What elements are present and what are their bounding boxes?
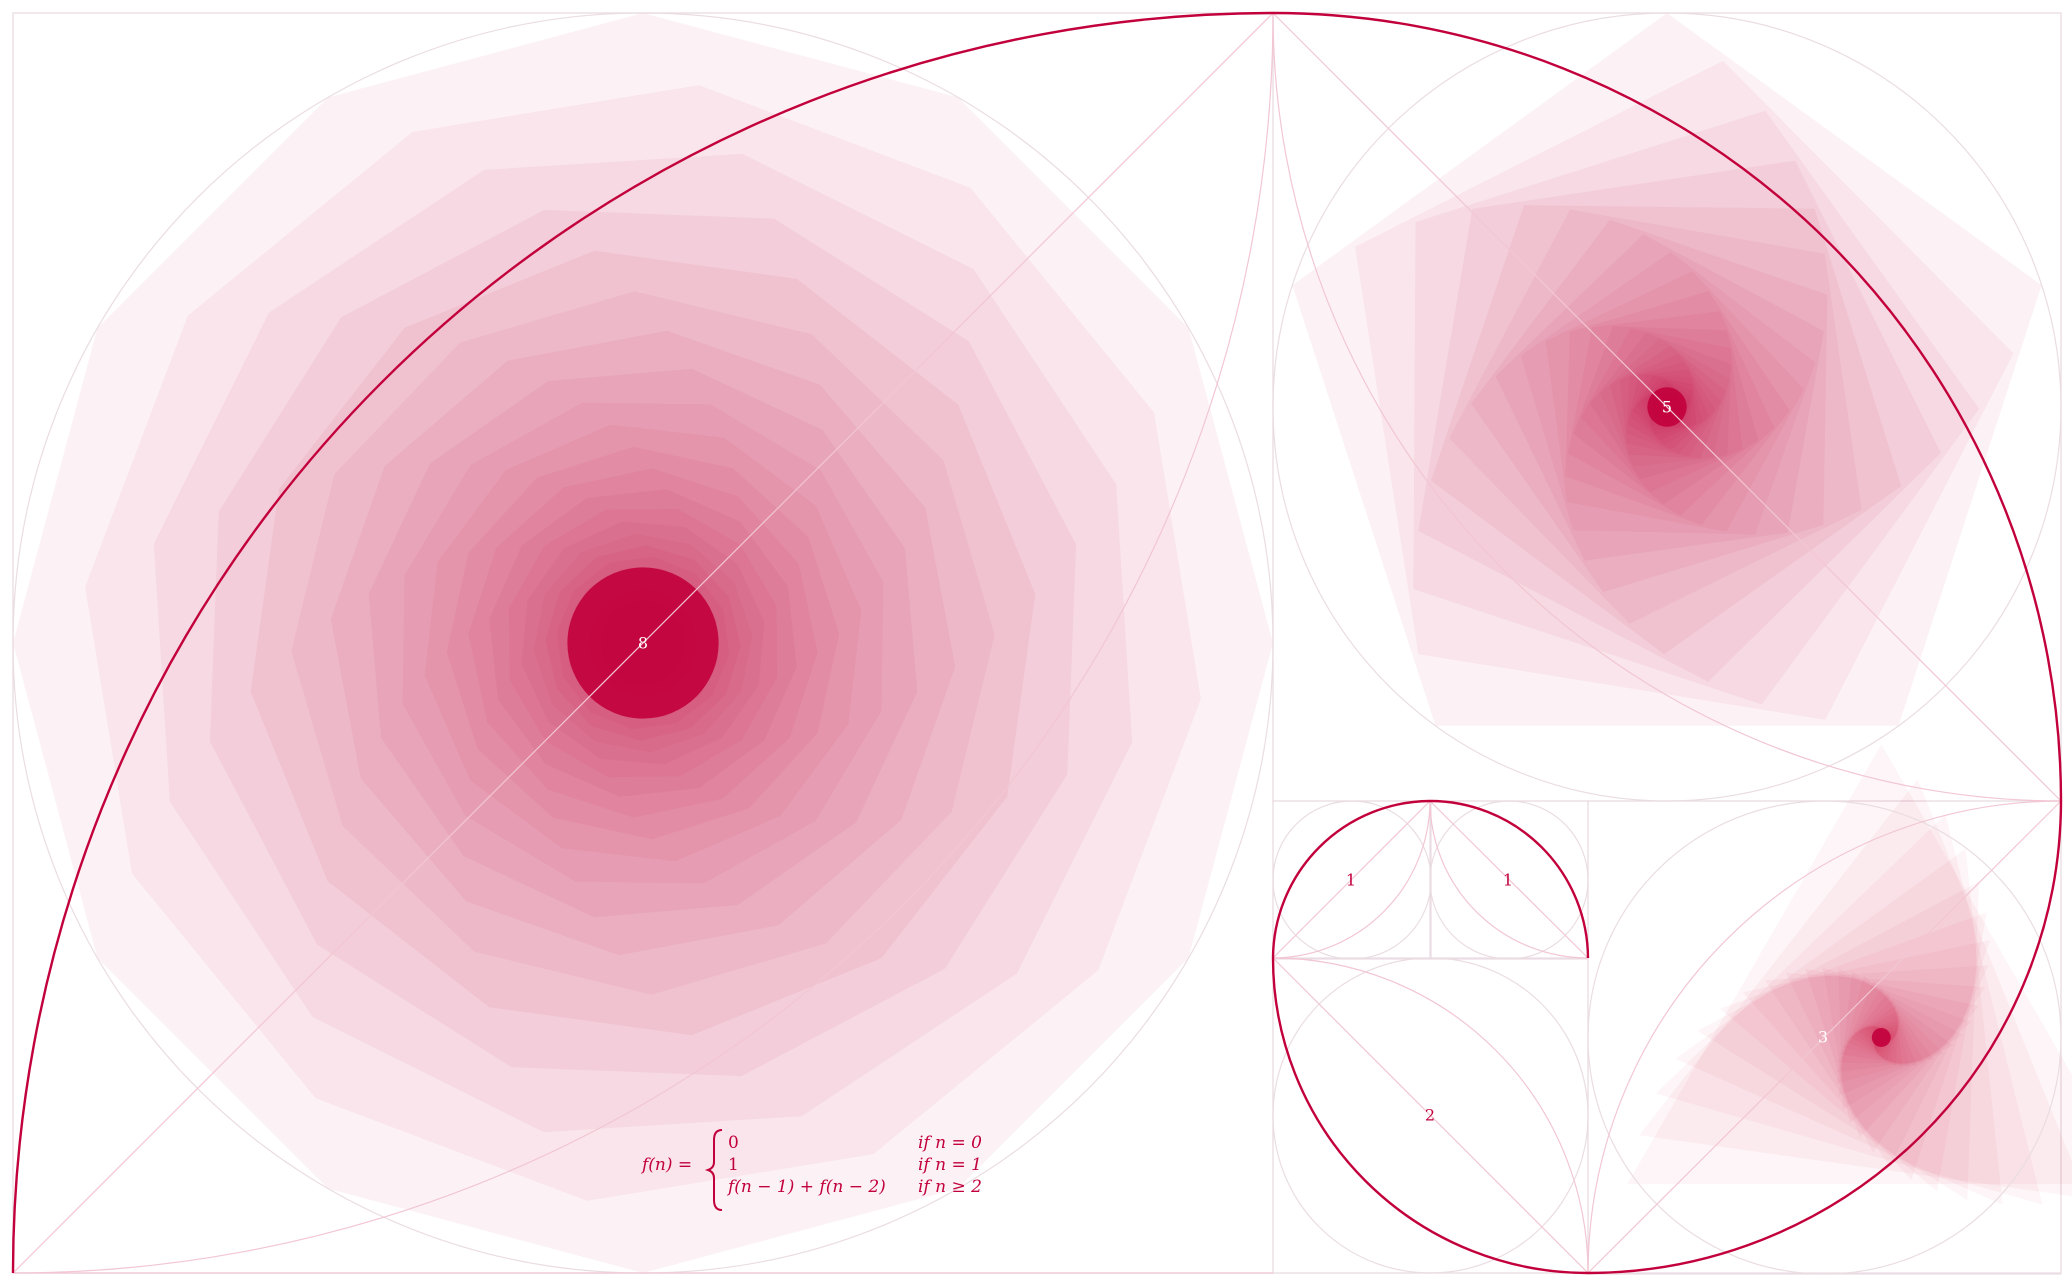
square-label-1b: 1 [1503,871,1513,890]
polygon-layer [1836,975,1944,1084]
spiral-arc-3 [1271,957,1589,1275]
formula-case-0-condition: if n = 0 [918,1133,982,1153]
square-labels: 8 5 3 2 1 1 [638,398,1828,1125]
polygon-layer [1675,848,2003,1205]
polygon-layer [1292,13,2042,726]
helper-arc-5 [1429,800,1589,959]
inscribed-circle-5 [1429,800,1589,960]
square-label-5: 5 [1662,398,1672,417]
helper-arc-2 [1587,800,2062,1274]
square-label-8: 8 [638,634,648,653]
spiral-arc-2 [1587,800,2063,1275]
inscribed-circle-4 [1272,800,1432,960]
inscribed-circle-3 [1272,957,1589,1274]
helper-arc-4 [1272,800,1431,959]
inscribed-circle-2 [1587,800,2062,1275]
polygon-stack-1 [1292,13,2042,726]
formula-brace [704,1129,723,1211]
formula-lhs: f(n) = [640,1155,692,1175]
helper-arc-1 [1272,12,2062,802]
polygon-layer [1838,971,1954,1096]
polygon-layer [1785,972,1986,1153]
polygon-layer [1742,940,1990,1181]
polygon-layer [1413,110,1980,705]
polygon-layer [1639,779,2072,1197]
rotating-polygon-layers [13,13,2072,1273]
formula-case-0-value: 0 [728,1133,739,1153]
formula-case-1-condition: if n = 1 [918,1155,982,1175]
diagonal-5 [1429,800,1589,959]
polygon-layer [1655,814,2043,1205]
helper-arc-3 [1272,957,1589,1274]
polygon-layer [1431,205,1902,655]
polygon-layer [1822,967,1972,1124]
polygon-layer [1720,912,1987,1192]
diagonal-0 [12,12,1274,1274]
fibonacci-formula: f(n) = 0 if n = 0 1 if n = 1 f(n − 1) + … [640,1129,982,1211]
square-label-3: 3 [1818,1028,1828,1047]
polygon-layer [1805,968,1980,1138]
polygon-layer [1764,965,1989,1167]
spiral-arcs [11,11,2063,1275]
square-label-1a: 1 [1346,871,1356,890]
polygon-stack-2 [1627,744,2072,1205]
diagonal-2 [1587,800,2062,1274]
diagonal-4 [1272,800,1431,959]
spiral-arc-0 [11,11,1274,1274]
formula-case-1-value: 1 [728,1155,739,1175]
spiral-arc-1 [1272,11,2063,802]
formula-case-2-condition: if n ≥ 2 [918,1177,982,1197]
diagonal-1 [1272,12,2062,802]
diagonal-3 [1272,957,1589,1274]
inscribed-circle-1 [1272,12,2062,802]
helper-arc-0 [12,12,1274,1274]
polygon-layer [1835,980,1935,1073]
square-label-2: 2 [1425,1106,1435,1125]
polygon-core [1871,1028,1891,1047]
spiral-arc-5 [1429,799,1590,959]
diagonal-lines [12,12,2062,1274]
polygon-layer [1355,60,2014,720]
polygon-layer [1627,744,2072,1185]
polygon-layer [1697,881,1979,1201]
polygon-layer [1836,986,1926,1064]
formula-case-2-value: f(n − 1) + f(n − 2) [726,1177,886,1197]
spiral-arc-4 [1271,799,1431,959]
polygon-layer [1838,968,1963,1110]
